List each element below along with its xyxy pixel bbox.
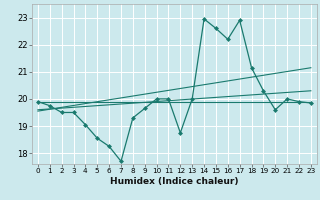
- X-axis label: Humidex (Indice chaleur): Humidex (Indice chaleur): [110, 177, 239, 186]
